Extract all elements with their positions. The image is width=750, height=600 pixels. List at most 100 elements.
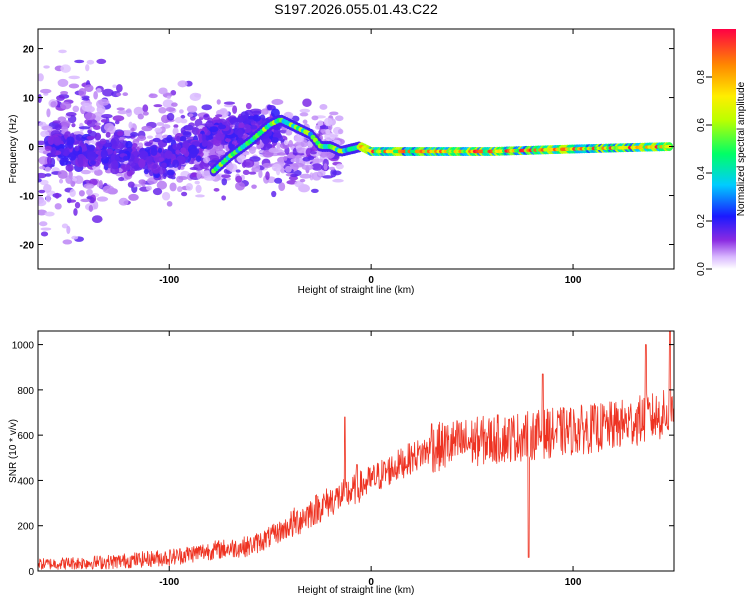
spectrogram-blob — [317, 120, 324, 127]
spectrogram-blob — [117, 130, 124, 137]
spectrogram-blob — [276, 152, 287, 156]
spectrogram-blob — [138, 142, 144, 149]
spectrogram-blob — [71, 235, 79, 240]
spectrogram-blob — [170, 90, 177, 96]
spectrogram-blob — [58, 178, 64, 184]
spectrogram-blob — [292, 162, 305, 168]
figure-title: S197.2026.055.01.43.C22 — [274, 1, 438, 17]
spectrogram-blob — [74, 145, 80, 152]
spectrogram-blob — [39, 221, 48, 227]
spectrogram-blob — [245, 102, 252, 110]
spectrogram-blob — [195, 194, 205, 198]
spectrogram-blob — [274, 177, 283, 184]
spectrogram-blob — [93, 112, 103, 120]
spectrogram-blob — [46, 108, 51, 118]
spectrogram-blob — [94, 132, 102, 141]
spectrogram-blob — [241, 152, 250, 156]
spectrogram-blob — [215, 114, 223, 118]
spectrogram-blob — [166, 200, 173, 207]
spectrogram-blob — [332, 178, 344, 183]
spectrogram-blob — [271, 190, 277, 198]
spectrogram-blob — [81, 97, 90, 101]
spectrogram-blob — [311, 158, 324, 163]
spectrogram-blob — [66, 136, 75, 146]
spectrogram-blob — [46, 156, 52, 165]
spectrogram-blob — [180, 147, 187, 154]
spectrogram-blob — [38, 199, 47, 207]
spectrogram-blob — [182, 131, 192, 138]
spectrogram-blob — [86, 144, 96, 151]
spectrogram-blob — [152, 188, 163, 196]
spectrogram-blob — [125, 108, 133, 117]
spectrogram-blob — [319, 104, 328, 110]
spectrogram-blob — [44, 211, 55, 217]
spectrogram-blob — [52, 120, 61, 124]
spectrogram-blob — [174, 116, 183, 124]
spectrogram-blob — [54, 203, 62, 210]
spectrogram-blob — [248, 147, 256, 154]
x-tick-label: -100 — [159, 275, 179, 286]
spectrogram-blob — [251, 110, 262, 116]
spectrogram-blob — [117, 110, 128, 115]
spectrogram-blob — [172, 143, 181, 150]
spectrogram-blob — [38, 189, 46, 194]
y-tick-label: 400 — [17, 476, 34, 487]
spectrogram-blob — [236, 154, 246, 163]
spectrogram-blob — [78, 190, 85, 197]
spectrogram-blob — [189, 148, 198, 159]
spectrogram-blob — [112, 115, 125, 122]
spectrogram-blob — [80, 145, 88, 152]
snr-ylabel: SNR (10 * v/v) — [8, 419, 19, 483]
spectrogram-blob — [299, 178, 306, 183]
spectrogram-blob — [96, 196, 109, 202]
spectrogram-blob — [85, 64, 90, 72]
spectrogram-blob — [138, 179, 146, 185]
spectrogram-blob — [53, 136, 62, 146]
spectrogram-blob — [94, 122, 101, 126]
spectrogram-blob — [186, 105, 198, 113]
spectrogram-blob — [122, 155, 129, 162]
spectrogram-blob — [86, 151, 97, 162]
x-tick-label: 0 — [368, 577, 374, 588]
spectrogram-blob — [146, 185, 152, 191]
spectrogram-blob — [201, 104, 213, 111]
spectrogram-blob — [111, 160, 119, 170]
spectrogram-blob — [166, 169, 175, 176]
spectrogram-blob — [266, 104, 272, 111]
spectrogram-blob — [61, 223, 69, 229]
spectrogram-blob — [41, 125, 53, 131]
spectrogram-blob — [45, 194, 51, 203]
y-tick-label: 0 — [28, 143, 34, 154]
spectrogram-blob — [164, 150, 173, 159]
spectrogram-blob — [162, 99, 174, 109]
spectrogram-blob — [156, 180, 168, 190]
spectrogram-blob — [78, 126, 91, 130]
spectrogram-blob — [179, 109, 184, 114]
spectrogram-blob — [294, 155, 302, 159]
spectrogram-blob — [72, 177, 78, 182]
spectrogram-blob — [299, 112, 309, 117]
spectrogram-blob — [150, 147, 158, 156]
spectrogram-blob — [68, 75, 81, 80]
spectrogram-blob — [38, 178, 42, 183]
spectrogram-blob — [60, 64, 71, 73]
spectrogram-blob — [138, 158, 146, 169]
spectrogram-blob — [78, 87, 87, 97]
spectrogram-blob — [320, 129, 325, 133]
spectrogram-blob — [160, 162, 167, 168]
spectrogram-blob — [39, 179, 49, 186]
spectrogram-blob — [166, 112, 175, 121]
spectrogram-blob — [157, 147, 163, 153]
spectrogram-blob — [66, 197, 72, 204]
spectrogram-blob — [93, 201, 99, 210]
spectrogram-blob — [268, 148, 279, 153]
spectrogram-blob — [66, 225, 71, 235]
spectrogram-blob — [152, 137, 161, 143]
y-tick-label: 200 — [17, 522, 34, 533]
spectrogram-blob — [166, 134, 173, 143]
spectrogram-blob — [176, 135, 181, 141]
spectrogram-blob — [288, 175, 299, 181]
spectrogram-blob — [183, 124, 194, 131]
spectrogram-blob — [169, 182, 177, 192]
y-tick-label: 20 — [23, 45, 35, 56]
